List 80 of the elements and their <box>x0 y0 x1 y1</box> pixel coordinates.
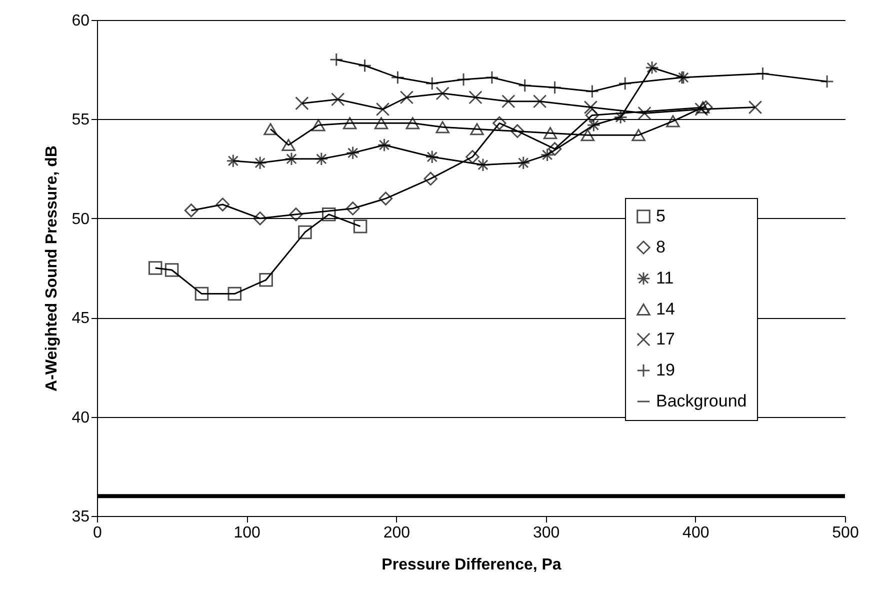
x-axis-title: Pressure Difference, Pa <box>382 556 562 574</box>
point <box>638 106 652 120</box>
y-tick-label: 45 <box>72 310 90 328</box>
point <box>748 100 762 114</box>
point <box>295 96 309 110</box>
point <box>148 261 162 275</box>
point <box>580 129 595 142</box>
point <box>228 286 242 301</box>
point <box>284 152 298 166</box>
point <box>466 150 480 164</box>
legend-label: 5 <box>656 206 666 226</box>
point <box>468 90 482 104</box>
point <box>253 212 267 226</box>
point <box>346 202 360 216</box>
point <box>376 102 390 116</box>
x-tick-label: 0 <box>93 524 102 542</box>
point <box>253 156 267 170</box>
point <box>666 115 680 128</box>
point <box>632 129 646 142</box>
point <box>585 108 600 122</box>
point <box>342 117 357 130</box>
point <box>476 158 490 172</box>
point <box>694 102 708 116</box>
y-tick-label: 55 <box>72 112 90 129</box>
point <box>584 100 598 114</box>
point <box>377 138 392 152</box>
point <box>216 198 230 212</box>
legend-label: 8 <box>656 238 666 256</box>
point <box>424 172 438 186</box>
point <box>330 92 345 106</box>
point <box>502 94 516 108</box>
point <box>436 121 450 134</box>
point <box>543 127 558 140</box>
point <box>696 101 710 114</box>
x-tick-label: 300 <box>532 524 560 542</box>
y-tick-label: 35 <box>72 508 90 526</box>
point <box>322 208 336 222</box>
point <box>264 123 278 136</box>
point <box>184 204 198 218</box>
point <box>353 219 368 234</box>
point <box>346 146 360 160</box>
legend-label: Background <box>656 392 747 410</box>
point <box>586 118 601 132</box>
point <box>548 142 562 156</box>
x-tick-label: 100 <box>234 524 261 542</box>
legend-label: 14 <box>656 300 675 318</box>
point <box>699 100 713 114</box>
point <box>164 263 179 277</box>
point <box>516 156 530 170</box>
point <box>289 208 303 222</box>
y-tick-label: 60 <box>72 12 90 30</box>
point <box>436 86 450 100</box>
point <box>532 94 547 108</box>
point <box>406 117 420 130</box>
x-tick-label: 500 <box>832 524 859 542</box>
x-tick-label: 200 <box>383 524 410 542</box>
point <box>194 286 209 301</box>
y-tick-label: 50 <box>72 210 90 228</box>
point <box>312 119 326 132</box>
point <box>314 152 328 166</box>
point <box>374 117 388 130</box>
point <box>378 192 393 206</box>
y-axis-title: A-Weighted Sound Pressure, dB <box>44 146 61 392</box>
point <box>614 110 628 124</box>
point <box>510 124 524 138</box>
x-tick-label: 400 <box>682 524 710 542</box>
point <box>259 273 273 287</box>
legend-label: 11 <box>656 268 674 288</box>
point <box>425 150 439 164</box>
legend-label: 19 <box>656 360 675 380</box>
legend-label: 17 <box>656 330 675 348</box>
point <box>298 225 312 240</box>
point <box>645 60 659 74</box>
point <box>540 148 554 162</box>
point <box>492 116 506 130</box>
point <box>470 123 484 136</box>
point <box>226 154 240 168</box>
y-tick-label: 40 <box>72 409 90 426</box>
point <box>282 138 296 152</box>
point <box>400 90 414 104</box>
